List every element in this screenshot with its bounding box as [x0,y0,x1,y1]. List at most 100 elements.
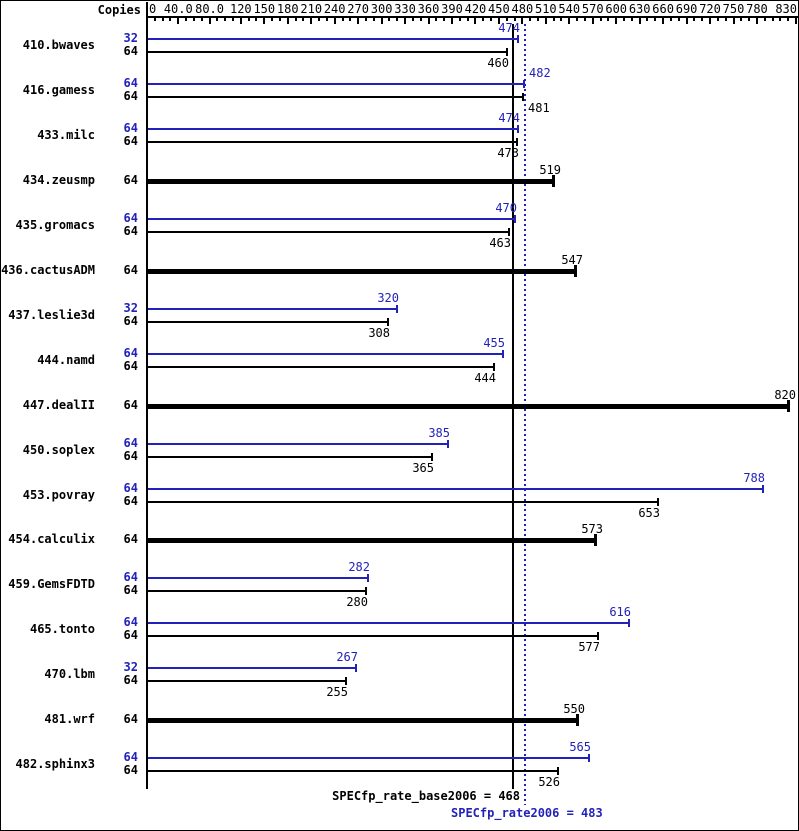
bar-peak [148,443,448,445]
axis-major-tick [404,18,407,24]
axis-minor-tick [787,18,790,21]
axis-major-tick [568,18,571,24]
copies-column-header: Copies [97,3,141,17]
axis-tick-label: 120 [229,2,252,16]
bar-end-cap [594,534,597,546]
copies-label: 64 [123,583,138,597]
benchmark-name: 470.lbm [44,667,95,681]
bar-base [148,590,366,592]
copies-label: 64 [123,763,138,777]
copies-label: 64 [123,494,138,508]
bar-end-cap [787,400,790,412]
median-line-peak [523,24,526,805]
copies-label: 64 [123,570,138,584]
axis-tick-label: 420 [464,2,487,16]
bar-end-cap [516,138,518,146]
copies-label: 64 [123,346,138,360]
axis-minor-tick [724,18,727,21]
axis-major-tick [380,18,383,24]
bar-value-label: 460 [487,56,509,70]
copies-label: 64 [123,134,138,148]
axis-minor-tick [216,18,219,21]
axis-minor-tick [419,18,422,21]
bar-end-cap [508,228,510,236]
bar-value-label: 320 [377,291,399,305]
bar-end-cap [574,265,577,277]
axis-minor-tick [185,18,188,21]
bar-value-label: 282 [348,560,370,574]
axis-tick-label: 270 [347,2,369,16]
axis-tick-label: 780 [746,2,768,16]
bar-end-cap [396,305,398,313]
axis-minor-tick [318,18,321,21]
bar-value-label: 653 [638,506,660,520]
axis-minor-tick [505,18,508,21]
axis-tick-label: 0 [149,2,157,16]
axis-minor-tick [560,18,563,21]
axis-major-tick [521,18,524,24]
axis-major-tick [662,18,665,24]
axis-tick-label: 830 [775,2,797,16]
axis-minor-tick [771,18,774,21]
bar-value-label: 473 [497,146,519,160]
axis-minor-tick [677,18,680,21]
axis-minor-tick [153,18,156,21]
bar-end-cap [557,767,559,775]
bar-end-cap [517,125,519,133]
copies-label: 64 [123,76,138,90]
axis-minor-tick [513,18,516,21]
axis-minor-tick [552,18,555,21]
benchmark-name: 454.calculix [8,532,95,546]
bar-value-label: 526 [538,775,560,789]
axis-tick-label: 480 [511,2,534,16]
axis-minor-tick [716,18,719,21]
copies-label: 32 [123,31,138,45]
bar-value-label: 463 [489,236,511,250]
axis-minor-tick [224,18,227,21]
axis-minor-tick [763,18,766,21]
axis-minor-tick [630,18,633,21]
axis-tick-label: 80.0 [195,2,224,16]
benchmark-name: 447.dealII [22,398,95,412]
benchmark-name: 453.povray [22,488,95,502]
x-axis-line [146,16,798,18]
bar-end-cap [523,80,525,88]
bar-value-label: 444 [474,371,496,385]
bar-end-cap [517,35,519,43]
bar-base [148,718,577,723]
bar-value-label: 455 [483,336,505,350]
axis-minor-tick [693,18,696,21]
axis-major-tick [732,18,735,24]
bar-value-label: 788 [743,471,765,485]
bar-base [148,538,595,543]
axis-minor-tick [623,18,626,21]
bar-end-cap [355,664,357,672]
bar-peak [148,128,518,130]
axis-minor-tick [443,18,446,21]
axis-minor-tick [271,18,274,21]
bar-value-label: 547 [561,253,583,267]
axis-major-tick [263,18,266,24]
benchmark-name: 481.wrf [44,712,95,726]
bar-base [148,680,346,682]
bar-value-label: 573 [581,522,603,536]
bar-base [148,456,432,458]
axis-tick-label: 660 [652,2,674,16]
copies-label: 64 [123,449,138,463]
axis-minor-tick [396,18,399,21]
axis-tick-label: 300 [370,2,393,16]
axis-minor-tick [654,18,657,21]
bar-base [148,321,388,323]
bar-value-label: 519 [539,163,561,177]
bar-base [148,501,658,503]
copies-label: 64 [123,211,138,225]
bar-base [148,96,523,98]
bar-peak [148,488,763,490]
benchmark-name: 437.leslie3d [8,308,95,322]
bar-value-label: 385 [428,426,450,440]
axis-minor-tick [341,18,344,21]
bar-end-cap [345,677,347,685]
benchmark-name: 436.cactusADM [1,263,95,277]
axis-tick-label: 510 [534,2,557,16]
axis-minor-tick [576,18,579,21]
